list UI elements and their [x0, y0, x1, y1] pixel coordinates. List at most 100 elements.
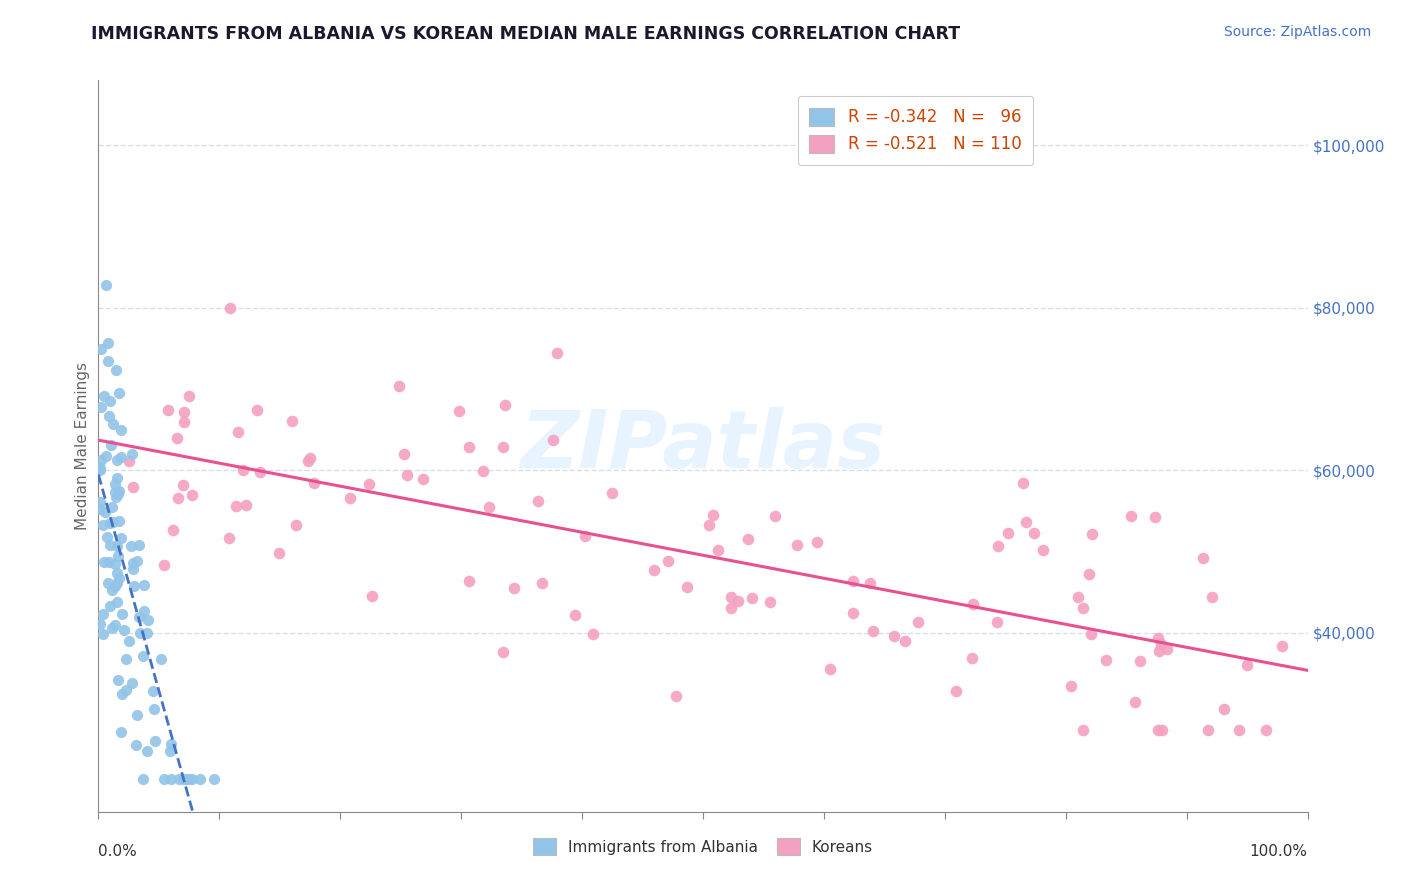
Point [94, 278, 117, 293]
Point [859, 575, 882, 590]
Point [143, 702, 166, 716]
Point [297, 453, 319, 467]
Point [122, 562, 145, 576]
Point [173, 415, 195, 429]
Point [1146, 723, 1168, 738]
Point [152, 558, 174, 573]
Point [108, 570, 131, 584]
Point [702, 508, 724, 522]
Point [128, 609, 150, 624]
Point [97, 555, 120, 569]
Point [160, 772, 183, 787]
Point [91, 517, 114, 532]
Point [1014, 515, 1036, 529]
Point [412, 472, 434, 486]
Point [491, 440, 513, 454]
Point [105, 363, 128, 377]
Point [478, 500, 501, 514]
Point [574, 529, 596, 543]
Point [97, 576, 120, 591]
Point [269, 546, 291, 560]
Point [132, 772, 155, 787]
Text: Source: ZipAtlas.com: Source: ZipAtlas.com [1223, 25, 1371, 39]
Point [124, 579, 146, 593]
Point [492, 645, 515, 659]
Point [91, 607, 114, 621]
Point [541, 433, 564, 447]
Point [720, 590, 742, 604]
Point [219, 301, 242, 315]
Point [153, 772, 176, 787]
Point [447, 403, 470, 417]
Point [104, 618, 127, 632]
Point [118, 453, 141, 467]
Point [907, 615, 929, 630]
Point [98, 538, 121, 552]
Point [1236, 658, 1258, 673]
Point [166, 431, 188, 445]
Point [246, 403, 269, 417]
Point [101, 417, 124, 432]
Point [960, 651, 983, 665]
Point [101, 500, 124, 514]
Point [225, 499, 247, 513]
Point [1071, 723, 1094, 738]
Point [90, 342, 112, 356]
Point [1094, 653, 1116, 667]
Point [665, 689, 688, 703]
Point [1081, 527, 1104, 541]
Point [142, 683, 165, 698]
Point [818, 662, 841, 676]
Point [1197, 723, 1219, 738]
Point [177, 772, 200, 787]
Point [105, 566, 128, 580]
Point [1060, 679, 1083, 693]
Point [1032, 543, 1054, 558]
Point [127, 708, 149, 723]
Point [894, 633, 917, 648]
Point [104, 484, 127, 499]
Point [997, 526, 1019, 541]
Point [89, 463, 111, 477]
Point [173, 405, 195, 419]
Point [111, 687, 134, 701]
Point [112, 624, 135, 638]
Point [105, 453, 128, 467]
Point [339, 491, 361, 506]
Point [202, 772, 225, 787]
Point [132, 604, 155, 618]
Point [1067, 590, 1090, 604]
Point [150, 651, 173, 665]
Point [357, 477, 380, 491]
Point [100, 583, 122, 598]
Point [98, 393, 121, 408]
Point [986, 615, 1008, 629]
Point [105, 595, 128, 609]
Point [89, 616, 111, 631]
Point [737, 533, 759, 547]
Point [162, 523, 184, 537]
Point [962, 598, 984, 612]
Point [392, 447, 415, 461]
Point [1227, 723, 1250, 738]
Point [108, 514, 131, 528]
Point [103, 477, 125, 491]
Point [160, 737, 183, 751]
Point [104, 490, 127, 504]
Point [531, 576, 554, 591]
Point [96, 530, 118, 544]
Point [280, 414, 302, 428]
Point [156, 403, 179, 417]
Point [1256, 723, 1278, 738]
Point [121, 556, 143, 570]
Point [758, 595, 780, 609]
Point [145, 734, 167, 748]
Point [98, 409, 121, 424]
Point [741, 591, 763, 605]
Point [396, 467, 419, 482]
Point [226, 425, 249, 439]
Point [107, 487, 129, 501]
Point [101, 621, 124, 635]
Point [159, 744, 181, 758]
Point [1212, 701, 1234, 715]
